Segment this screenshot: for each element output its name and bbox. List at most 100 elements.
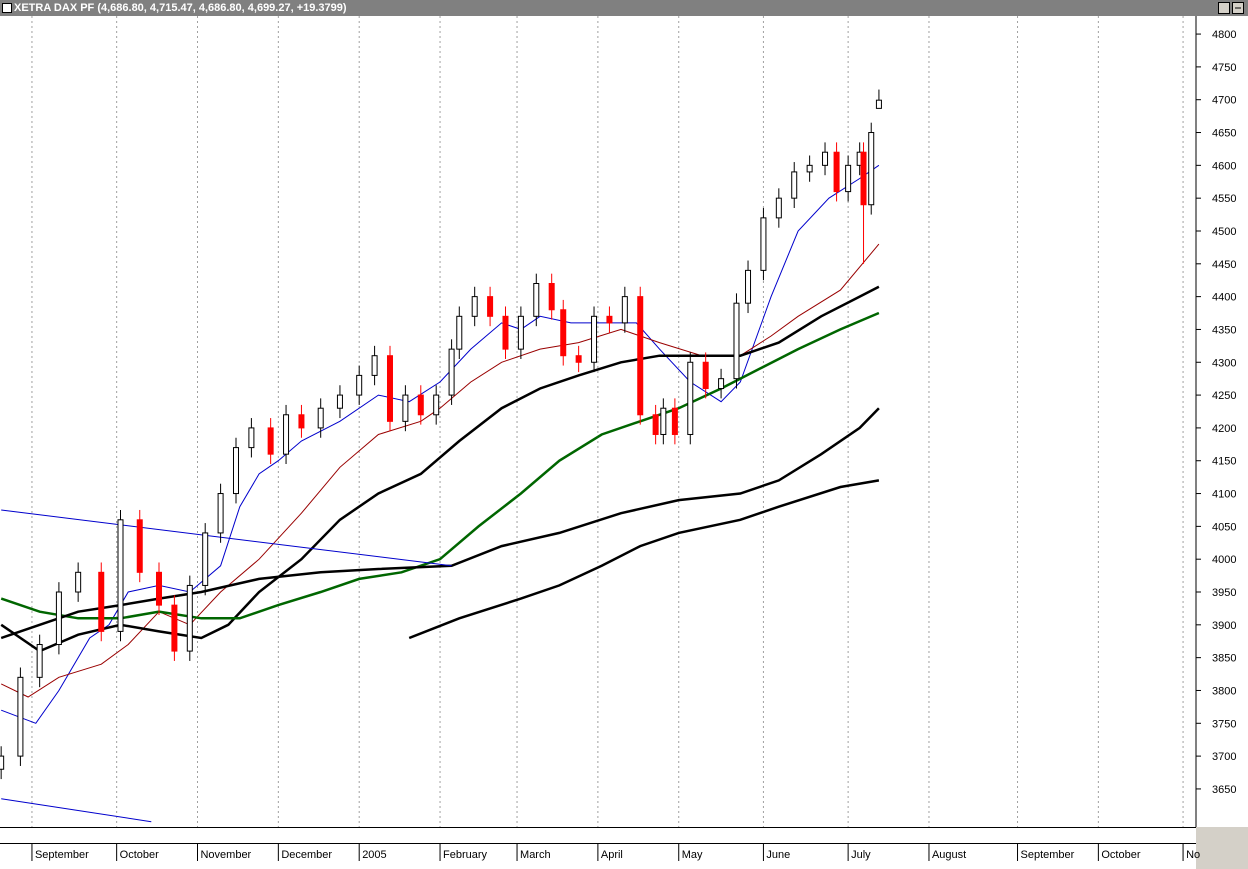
candle-body xyxy=(606,315,613,324)
y-tick-label: 4600 xyxy=(1212,160,1236,172)
candle-body xyxy=(117,519,124,632)
candle-body xyxy=(248,427,255,449)
y-tick-label: 4150 xyxy=(1212,456,1236,468)
candle-body xyxy=(745,269,752,304)
candle-body xyxy=(637,296,644,416)
candle-body xyxy=(760,217,767,271)
candle-body xyxy=(402,394,409,422)
y-tick-label: 4000 xyxy=(1212,554,1236,566)
candle-body xyxy=(317,407,324,429)
x-tick-label: April xyxy=(601,849,623,861)
candle-body xyxy=(560,309,567,357)
x-tick-label: May xyxy=(682,849,703,861)
y-axis-area xyxy=(1196,16,1248,827)
candle-body xyxy=(687,361,694,435)
y-tick-label: 4500 xyxy=(1212,226,1236,238)
candle-body xyxy=(17,676,24,757)
window-icon xyxy=(2,3,12,13)
candle-body xyxy=(36,644,43,678)
x-tick-label: October xyxy=(120,849,159,861)
candle-body xyxy=(448,348,455,396)
y-tick-label: 4550 xyxy=(1212,193,1236,205)
y-tick-label: 3750 xyxy=(1212,718,1236,730)
candle-body xyxy=(533,282,540,317)
candle-body xyxy=(806,164,813,173)
y-tick-label: 4350 xyxy=(1212,324,1236,336)
volume-strip xyxy=(0,828,1196,843)
candle-body xyxy=(232,447,239,495)
candle-body xyxy=(98,571,105,632)
candle-body xyxy=(386,355,393,422)
candle-body xyxy=(171,604,178,652)
candle-body xyxy=(487,296,494,317)
y-tick-label: 3900 xyxy=(1212,620,1236,632)
y-tick-label: 4400 xyxy=(1212,292,1236,304)
candle-body xyxy=(575,355,582,363)
candle-body xyxy=(660,407,667,435)
y-tick-label: 3950 xyxy=(1212,587,1236,599)
candle-body xyxy=(217,493,224,534)
y-tick-label: 3850 xyxy=(1212,653,1236,665)
candle-body xyxy=(702,361,709,390)
x-tick-label: July xyxy=(851,849,871,861)
candle-body xyxy=(868,132,875,206)
candle-body xyxy=(283,414,290,455)
title-bar: XETRA DAX PF (4,686.80, 4,715.47, 4,686.… xyxy=(0,0,1248,16)
y-tick-label: 3800 xyxy=(1212,685,1236,697)
x-tick-label: February xyxy=(443,849,488,861)
x-tick-label: 2005 xyxy=(362,849,386,861)
window-buttons[interactable] xyxy=(1218,2,1244,14)
x-tick-label: November xyxy=(200,849,251,861)
x-tick-label: December xyxy=(281,849,332,861)
y-tick-label: 4800 xyxy=(1212,29,1236,41)
candle-body xyxy=(155,571,162,606)
candle-body xyxy=(822,151,829,166)
moving-average-line xyxy=(0,311,880,620)
x-tick-label: June xyxy=(766,849,790,861)
y-tick-label: 4250 xyxy=(1212,390,1236,402)
moving-average-line xyxy=(1,164,880,724)
candle-body xyxy=(548,282,555,311)
candle-body xyxy=(202,532,209,586)
candle-body xyxy=(875,99,882,109)
x-tick-label: September xyxy=(1021,849,1075,861)
candle-body xyxy=(471,296,478,317)
moving-average-line xyxy=(408,479,880,640)
moving-average-line xyxy=(0,285,880,653)
candle-body xyxy=(433,394,440,416)
y-tick-label: 4300 xyxy=(1212,357,1236,369)
candle-body xyxy=(845,164,852,193)
candle-body xyxy=(775,197,782,219)
candle-body xyxy=(733,302,740,380)
moving-average-line xyxy=(1,509,452,567)
candle-body xyxy=(718,378,725,390)
y-tick-label: 4200 xyxy=(1212,423,1236,435)
candle-body xyxy=(186,584,193,652)
chart: 3650 3700 3750 3800 3850 3900 3950 4000 4050 4100… xyxy=(0,16,1248,869)
candle-body xyxy=(55,591,62,646)
candle-body xyxy=(298,414,305,429)
candle-body xyxy=(591,315,598,363)
candle-body xyxy=(371,355,378,376)
y-tick-label: 4100 xyxy=(1212,489,1236,501)
candle-body xyxy=(267,427,274,455)
candle-body xyxy=(652,414,659,435)
candle-body xyxy=(860,151,867,206)
candle-body xyxy=(75,571,82,593)
moving-average-line xyxy=(1,798,152,823)
y-tick-label: 4700 xyxy=(1212,95,1236,107)
candle-body xyxy=(0,755,5,770)
y-tick-label: 4750 xyxy=(1212,62,1236,74)
y-tick-label: 3700 xyxy=(1212,751,1236,763)
candle-body xyxy=(336,394,343,409)
y-tick-label: 3650 xyxy=(1212,784,1236,796)
candle-body xyxy=(456,315,463,350)
candle-body xyxy=(671,407,678,435)
y-tick-label: 4650 xyxy=(1212,128,1236,140)
x-tick-label: October xyxy=(1101,849,1140,861)
chart-title: XETRA DAX PF (4,686.80, 4,715.47, 4,686.… xyxy=(14,2,347,14)
x-tick-label: August xyxy=(932,849,966,861)
y-tick-label: 4450 xyxy=(1212,259,1236,271)
candle-body xyxy=(791,171,798,199)
